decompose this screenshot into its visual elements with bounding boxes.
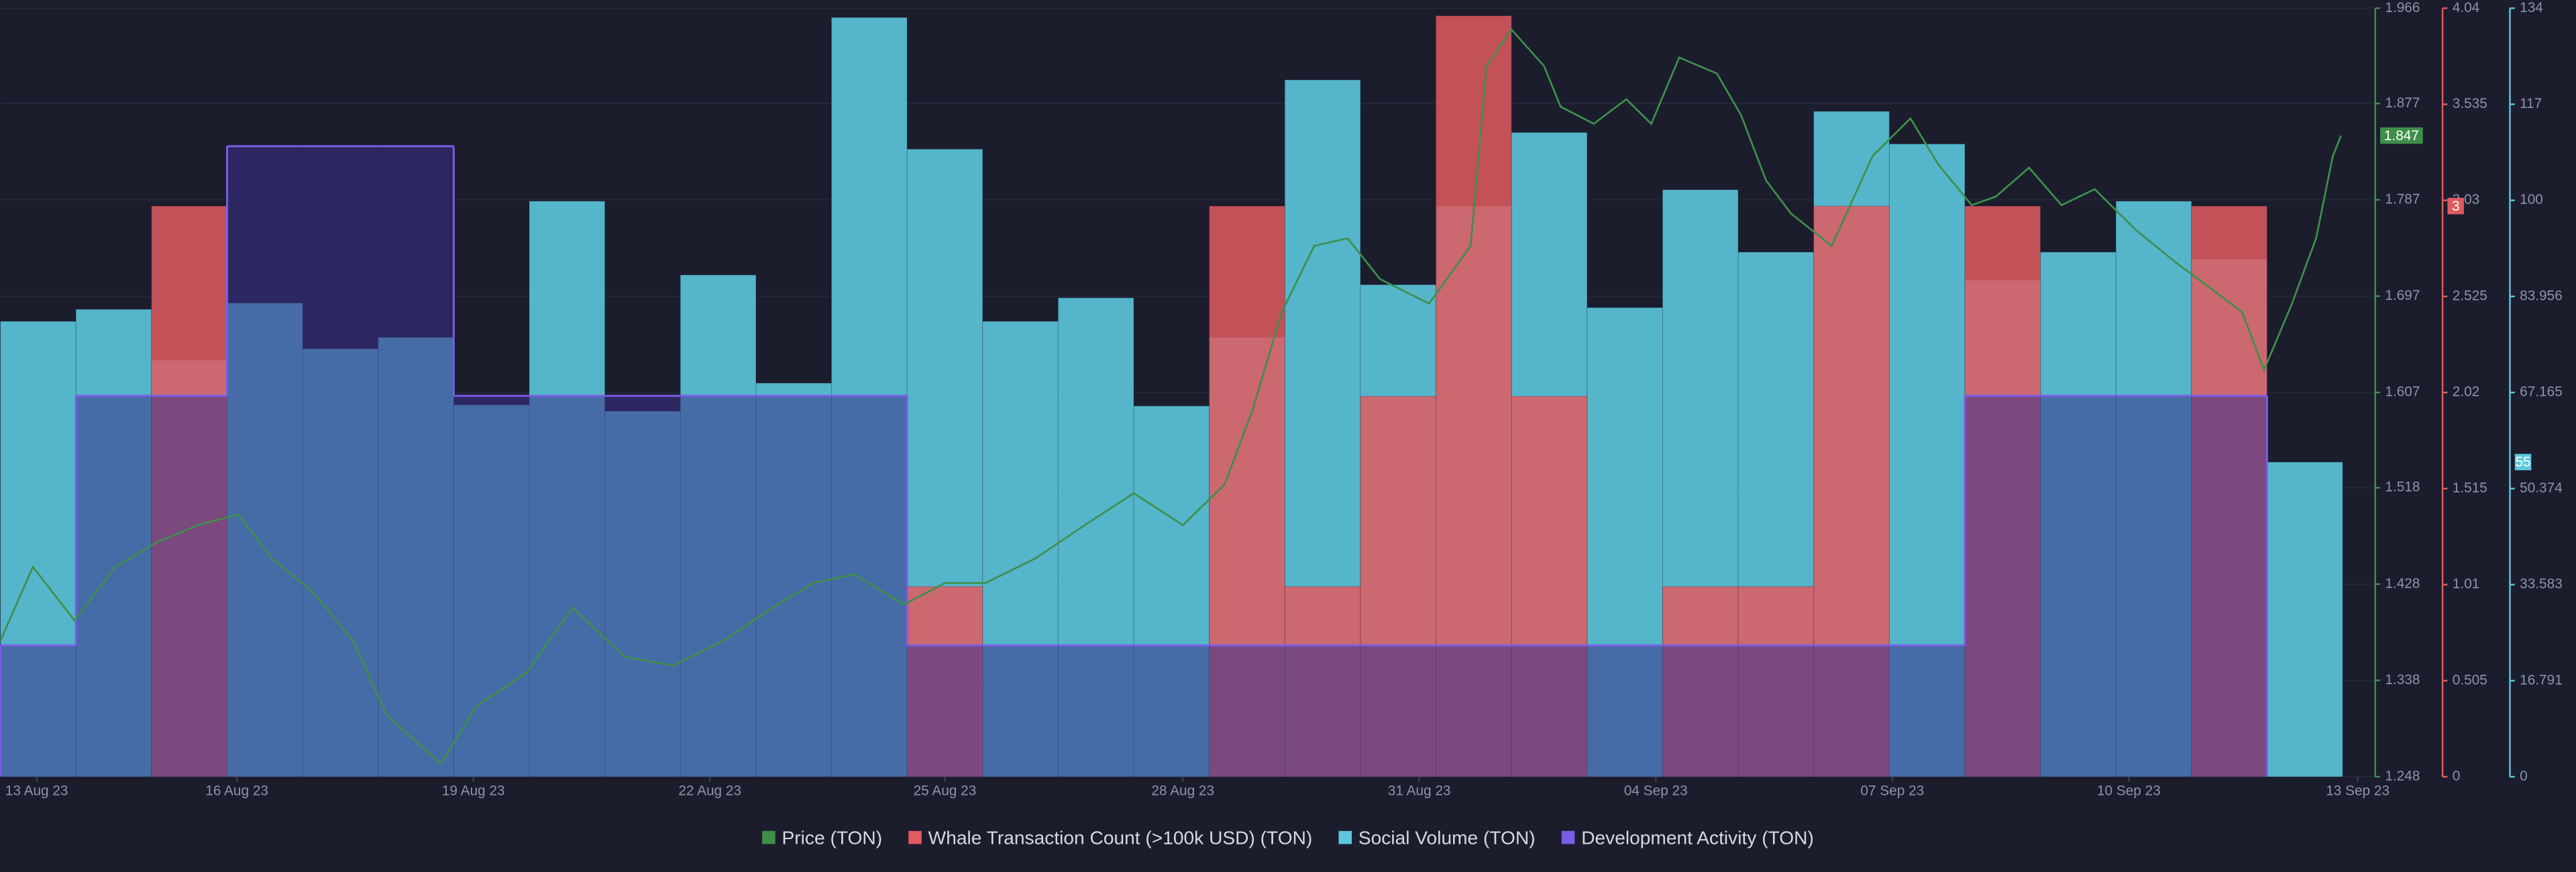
step-area [1209, 645, 1285, 777]
step-area [303, 146, 378, 777]
y-tick-label: 1.248 [2385, 769, 2420, 784]
y-tick-label: 117 [2520, 96, 2542, 111]
x-tick-label: 13 Sep 23 [2326, 783, 2390, 799]
step-area [680, 396, 756, 777]
value-label: 1.847 [2384, 128, 2419, 144]
y-tick-label: 1.697 [2385, 288, 2420, 303]
legend-swatch [908, 830, 922, 844]
step-area [1058, 645, 1134, 777]
y-tick-label: 1.966 [2385, 0, 2420, 15]
step-area [1738, 645, 1814, 777]
step-area [982, 645, 1059, 777]
step-area [0, 645, 76, 777]
y-tick-label: 1.787 [2385, 191, 2420, 207]
y-tick-label: 1.428 [2385, 576, 2420, 591]
y-tick-label: 1.877 [2385, 95, 2420, 111]
y-tick-label: 16.791 [2520, 672, 2563, 688]
step-area [453, 396, 530, 777]
x-tick-label: 28 Aug 23 [1151, 783, 1214, 799]
x-tick-label: 04 Sep 23 [1624, 783, 1688, 799]
step-area [1889, 645, 1965, 777]
y-tick-label: 67.165 [2520, 384, 2563, 400]
value-label: 55 [2515, 455, 2530, 470]
step-area [1964, 396, 2041, 777]
y-tick-label: 0 [2453, 769, 2461, 784]
y-tick-label: 100 [2520, 192, 2543, 207]
step-area [604, 396, 681, 777]
y-tick-label: 0 [2520, 769, 2528, 784]
step-area [907, 645, 983, 777]
y-tick-label: 1.518 [2385, 480, 2420, 495]
x-tick-label: 31 Aug 23 [1388, 783, 1451, 799]
step-area [1813, 645, 1890, 777]
y-tick-label: 3.535 [2453, 96, 2487, 111]
bar [2266, 461, 2343, 777]
step-area [76, 396, 152, 777]
y-tick-label: 2.525 [2453, 288, 2487, 303]
legend-label: Development Activity (TON) [1581, 827, 1814, 848]
step-area [227, 146, 303, 777]
x-tick-label: 10 Sep 23 [2097, 783, 2161, 799]
x-tick-label: 22 Aug 23 [678, 783, 741, 799]
step-area [1662, 645, 1739, 777]
step-area [1134, 645, 1210, 777]
step-area [1360, 645, 1436, 777]
step-area [2040, 396, 2116, 777]
y-tick-label: 2.02 [2453, 384, 2479, 400]
step-area [151, 396, 227, 777]
legend-swatch [1338, 830, 1352, 844]
value-badge [2514, 453, 2532, 471]
legend-label: Price (TON) [782, 827, 883, 848]
step-area [1511, 645, 1587, 777]
x-tick-label: 07 Sep 23 [1860, 783, 1924, 799]
y-tick-label: 0.505 [2453, 672, 2487, 688]
y-tick-label: 1.607 [2385, 384, 2420, 400]
legend-swatch [762, 830, 775, 844]
x-tick-label: 13 Aug 23 [5, 783, 68, 799]
y-tick-label: 50.374 [2520, 480, 2563, 496]
y-tick-label: 1.338 [2385, 672, 2420, 688]
y-tick-label: 1.515 [2453, 480, 2487, 496]
y-tick-label: 83.956 [2520, 288, 2563, 303]
step-area [755, 396, 832, 777]
x-tick-label: 19 Aug 23 [442, 783, 505, 799]
step-area [529, 396, 605, 777]
x-tick-label: 16 Aug 23 [205, 783, 268, 799]
y-tick-label: 33.583 [2520, 576, 2563, 592]
legend-swatch [1561, 830, 1575, 844]
value-label: 3 [2452, 199, 2460, 214]
value-badge [2380, 127, 2423, 144]
legend-label: Whale Transaction Count (>100k USD) (TON… [928, 827, 1313, 848]
y-tick-label: 1.01 [2453, 576, 2479, 592]
step-area [1285, 645, 1360, 777]
value-badge [2447, 197, 2464, 215]
legend-label: Social Volume (TON) [1358, 827, 1536, 848]
step-area [831, 396, 908, 777]
step-area [2191, 396, 2267, 777]
x-tick-label: 25 Aug 23 [914, 783, 977, 799]
step-area [2116, 396, 2192, 777]
y-tick-label: 4.04 [2453, 0, 2479, 15]
legend: Price (TON) Whale Transaction Count (>100… [762, 827, 1814, 848]
step-area [1436, 645, 1512, 777]
y-tick-label: 134 [2520, 0, 2543, 15]
step-area [1587, 645, 1663, 777]
price-line [0, 28, 2343, 765]
step-area [378, 146, 454, 777]
